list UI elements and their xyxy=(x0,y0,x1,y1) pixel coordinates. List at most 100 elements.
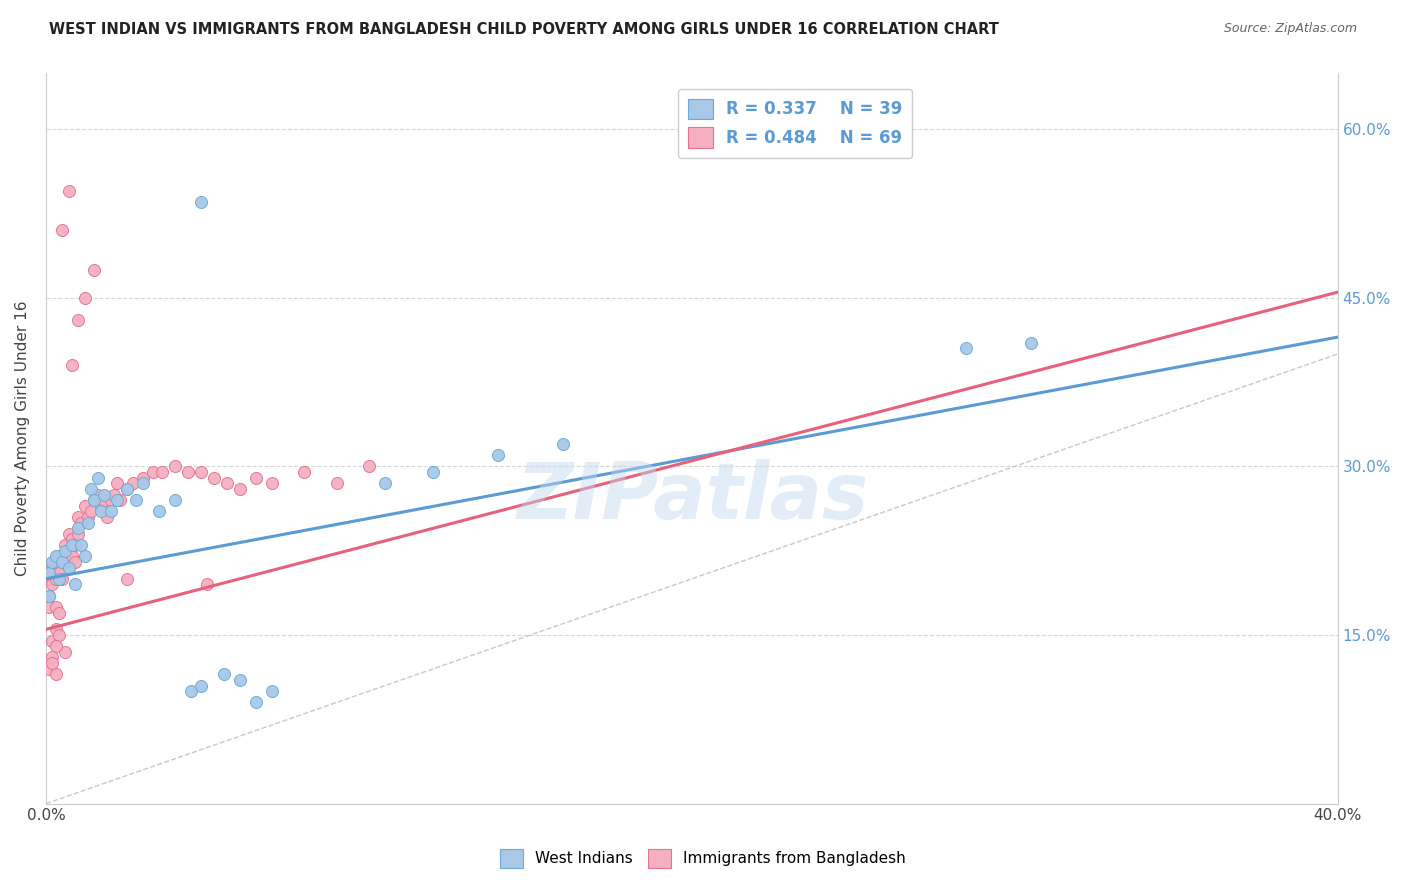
Point xyxy=(77,516,100,530)
Point xyxy=(73,291,96,305)
Point xyxy=(86,487,108,501)
Point xyxy=(165,459,187,474)
Point xyxy=(73,499,96,513)
Point xyxy=(38,589,60,603)
Point xyxy=(53,538,76,552)
Point xyxy=(41,577,63,591)
Point xyxy=(100,504,122,518)
Point xyxy=(202,470,225,484)
Point xyxy=(90,499,112,513)
Point xyxy=(1019,335,1042,350)
Point xyxy=(45,623,67,637)
Point xyxy=(86,470,108,484)
Point xyxy=(53,645,76,659)
Point xyxy=(48,549,70,564)
Y-axis label: Child Poverty Among Girls Under 16: Child Poverty Among Girls Under 16 xyxy=(15,301,30,576)
Point xyxy=(63,555,86,569)
Point xyxy=(215,476,238,491)
Point xyxy=(228,673,250,687)
Point xyxy=(190,195,212,210)
Point xyxy=(212,667,235,681)
Point xyxy=(115,572,138,586)
Point xyxy=(115,482,138,496)
Point xyxy=(70,538,93,552)
Point xyxy=(141,465,163,479)
Point xyxy=(48,628,70,642)
Point xyxy=(70,516,93,530)
Point xyxy=(150,465,173,479)
Point xyxy=(83,493,105,508)
Point xyxy=(100,493,122,508)
Point xyxy=(325,476,347,491)
Point xyxy=(73,549,96,564)
Point xyxy=(245,696,267,710)
Point xyxy=(45,549,67,564)
Point xyxy=(45,667,67,681)
Point xyxy=(48,572,70,586)
Point xyxy=(58,543,80,558)
Point xyxy=(228,482,250,496)
Point xyxy=(67,313,90,327)
Point xyxy=(105,493,128,508)
Point xyxy=(58,560,80,574)
Point xyxy=(58,184,80,198)
Point xyxy=(45,555,67,569)
Text: WEST INDIAN VS IMMIGRANTS FROM BANGLADESH CHILD POVERTY AMONG GIRLS UNDER 16 COR: WEST INDIAN VS IMMIGRANTS FROM BANGLADES… xyxy=(49,22,1000,37)
Point xyxy=(125,493,148,508)
Point xyxy=(38,662,60,676)
Point xyxy=(60,549,83,564)
Point xyxy=(165,493,187,508)
Point xyxy=(105,476,128,491)
Point xyxy=(51,572,73,586)
Point xyxy=(422,465,444,479)
Point xyxy=(63,577,86,591)
Point xyxy=(110,493,132,508)
Point xyxy=(80,482,103,496)
Point xyxy=(115,482,138,496)
Point xyxy=(67,526,90,541)
Text: ZIPatlas: ZIPatlas xyxy=(516,458,868,534)
Point xyxy=(93,487,115,501)
Point xyxy=(53,555,76,569)
Point xyxy=(77,510,100,524)
Point xyxy=(48,606,70,620)
Point xyxy=(80,504,103,518)
Point xyxy=(374,476,396,491)
Point xyxy=(260,476,283,491)
Point xyxy=(67,521,90,535)
Point xyxy=(41,560,63,574)
Point xyxy=(93,493,115,508)
Point xyxy=(48,566,70,581)
Point xyxy=(292,465,315,479)
Point xyxy=(177,465,200,479)
Point xyxy=(148,504,170,518)
Point xyxy=(190,679,212,693)
Legend: R = 0.337    N = 39, R = 0.484    N = 69: R = 0.337 N = 39, R = 0.484 N = 69 xyxy=(678,88,912,158)
Point xyxy=(486,448,509,462)
Point xyxy=(60,533,83,547)
Point xyxy=(551,437,574,451)
Point xyxy=(38,566,60,581)
Point xyxy=(38,599,60,614)
Point xyxy=(45,572,67,586)
Point xyxy=(51,223,73,237)
Point xyxy=(38,572,60,586)
Point xyxy=(132,470,155,484)
Point xyxy=(83,493,105,508)
Point xyxy=(51,555,73,569)
Point xyxy=(41,633,63,648)
Point xyxy=(260,684,283,698)
Point xyxy=(41,656,63,670)
Point xyxy=(38,589,60,603)
Point xyxy=(51,555,73,569)
Text: Source: ZipAtlas.com: Source: ZipAtlas.com xyxy=(1223,22,1357,36)
Point xyxy=(96,510,118,524)
Point xyxy=(245,470,267,484)
Point xyxy=(122,476,145,491)
Point xyxy=(357,459,380,474)
Point xyxy=(180,684,202,698)
Point xyxy=(83,262,105,277)
Point xyxy=(132,476,155,491)
Point xyxy=(41,650,63,665)
Point xyxy=(60,358,83,372)
